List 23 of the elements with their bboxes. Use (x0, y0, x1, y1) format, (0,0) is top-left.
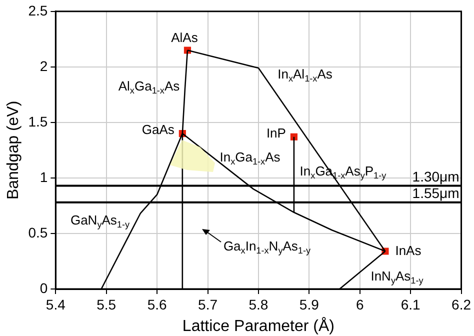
y-tick-label: 0.5 (28, 224, 48, 240)
y-tick-label: 0 (40, 280, 48, 296)
x-axis-title: Lattice Parameter (Å) (182, 316, 334, 335)
x-tick-label: 5.8 (248, 296, 268, 312)
ref-line-label: 1.30μm (412, 168, 460, 185)
x-tick-label: 5.9 (299, 296, 320, 312)
y-tick-label: 2.5 (28, 2, 48, 18)
y-tick-label: 1 (40, 168, 48, 185)
annotation: GaAs (142, 122, 175, 138)
x-tick-label: 6 (356, 296, 364, 312)
x-tick-label: 6.1 (400, 296, 421, 312)
annotation: InAs (395, 242, 422, 258)
annotation: InP (266, 125, 286, 140)
annotation: AlAs (171, 30, 198, 45)
y-axis-title: Bandgap (eV) (5, 100, 22, 200)
ref-line-label: 1.55μm (412, 185, 460, 202)
y-tick-label: 1.5 (28, 113, 48, 130)
x-tick-label: 5.4 (46, 296, 66, 312)
y-tick-label: 2 (40, 58, 48, 74)
x-tick-label: 5.5 (96, 296, 116, 312)
x-tick-label: 5.6 (147, 296, 168, 312)
x-tick-label: 5.7 (198, 296, 218, 312)
x-tick-label: 6.2 (452, 296, 472, 312)
